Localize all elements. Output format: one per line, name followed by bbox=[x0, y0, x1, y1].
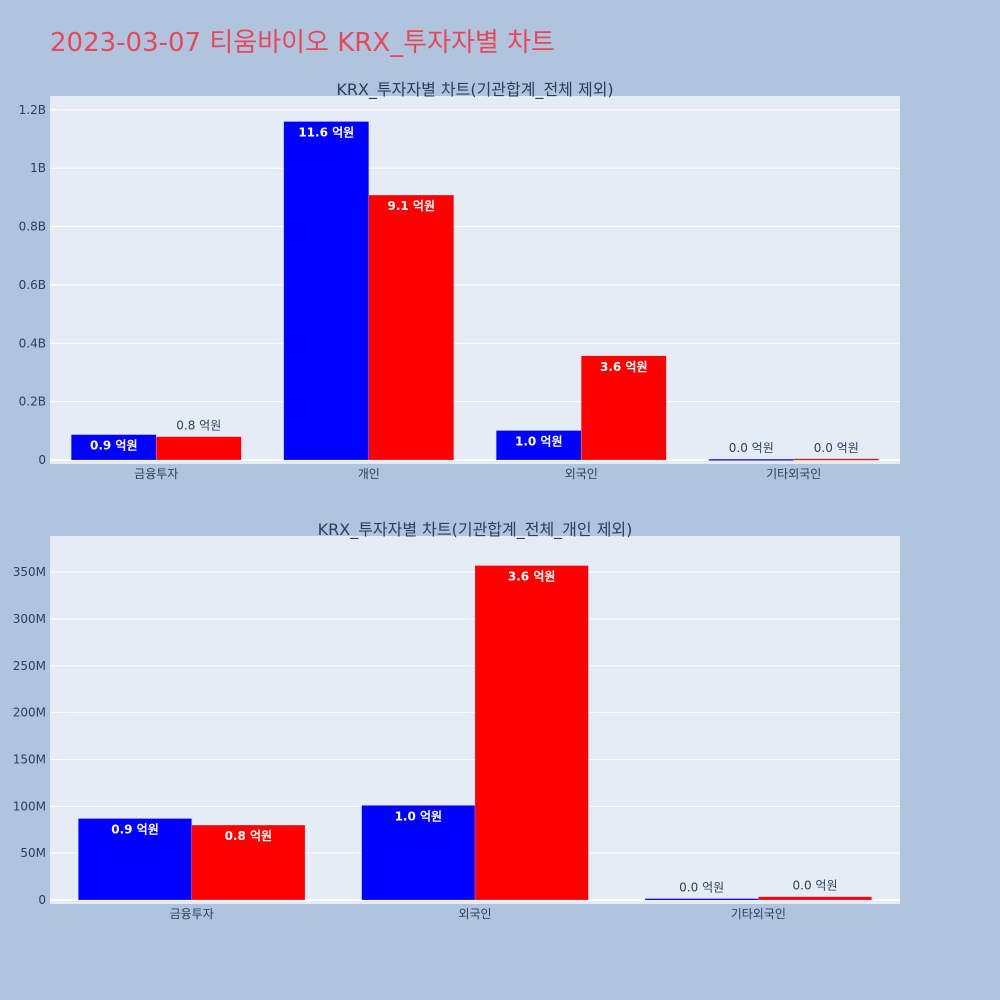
bar bbox=[496, 430, 582, 461]
y-tick-label: 150M bbox=[13, 752, 46, 766]
x-tick-label: 외국인 bbox=[458, 907, 491, 921]
x-tick-label: 금융투자 bbox=[134, 467, 178, 481]
bar bbox=[644, 898, 759, 901]
data-label: 0.0 억원 bbox=[679, 881, 724, 895]
y-tick-label: 50M bbox=[20, 846, 46, 860]
y-tick-label: 0.2B bbox=[19, 395, 46, 409]
y-tick-label: 200M bbox=[13, 706, 46, 720]
chart-title: KRX_투자자별 차트(기관합계_전체 제외) bbox=[336, 80, 613, 100]
y-tick-label: 0.6B bbox=[19, 278, 46, 292]
data-label: 0.9 억원 bbox=[90, 439, 138, 453]
y-tick-label: 250M bbox=[13, 659, 46, 673]
y-tick-label: 0.4B bbox=[19, 336, 46, 350]
x-tick-label: 기타외국인 bbox=[731, 907, 786, 921]
y-tick-label: 350M bbox=[13, 565, 46, 579]
chart-investor-all: KRX_투자자별 차트(기관합계_전체 제외) 0 0.2B 0.4B 0.6B 0.8B… bbox=[19, 80, 900, 481]
y-tick-label: 0 bbox=[38, 453, 46, 467]
data-label: 1.0 억원 bbox=[395, 809, 443, 823]
bar bbox=[581, 355, 667, 461]
data-label: 3.6 억원 bbox=[508, 570, 556, 584]
y-tick-label: 300M bbox=[13, 612, 46, 626]
y-tick-label: 0.8B bbox=[19, 220, 46, 234]
bar bbox=[78, 818, 192, 901]
bar bbox=[758, 896, 872, 901]
data-label: 3.6 억원 bbox=[600, 360, 648, 374]
bar bbox=[71, 434, 157, 461]
y-tick-label: 1.2B bbox=[19, 103, 46, 117]
bar bbox=[191, 824, 306, 901]
y-tick-label: 0 bbox=[38, 893, 46, 907]
bar bbox=[793, 458, 879, 461]
data-label: 0.8 억원 bbox=[176, 419, 221, 433]
bar bbox=[361, 805, 476, 901]
data-label: 0.0 억원 bbox=[814, 441, 859, 455]
chart-title: KRX_투자자별 차트(기관합계_전체_개인 제외) bbox=[318, 520, 633, 540]
data-label: 1.0 억원 bbox=[515, 435, 563, 449]
data-label: 9.1 억원 bbox=[387, 199, 435, 213]
bar bbox=[474, 565, 589, 901]
x-tick-label: 외국인 bbox=[565, 467, 598, 481]
data-label: 0.0 억원 bbox=[793, 879, 838, 893]
bar bbox=[283, 121, 369, 461]
bar bbox=[156, 436, 242, 461]
data-label: 0.9 억원 bbox=[111, 822, 159, 836]
page-title: 2023-03-07 티움바이오 KRX_투자자별 차트 bbox=[50, 28, 555, 58]
y-tick-label: 1B bbox=[30, 161, 46, 175]
y-tick-label: 100M bbox=[13, 799, 46, 813]
x-tick-label: 금융투자 bbox=[170, 907, 214, 921]
data-label: 0.8 억원 bbox=[225, 829, 273, 843]
x-tick-label: 기타외국인 bbox=[766, 467, 821, 481]
data-label: 0.0 억원 bbox=[729, 441, 774, 455]
plot-area bbox=[50, 96, 900, 464]
bar bbox=[368, 194, 454, 461]
x-tick-label: 개인 bbox=[358, 467, 380, 481]
data-label: 11.6 억원 bbox=[298, 126, 354, 140]
